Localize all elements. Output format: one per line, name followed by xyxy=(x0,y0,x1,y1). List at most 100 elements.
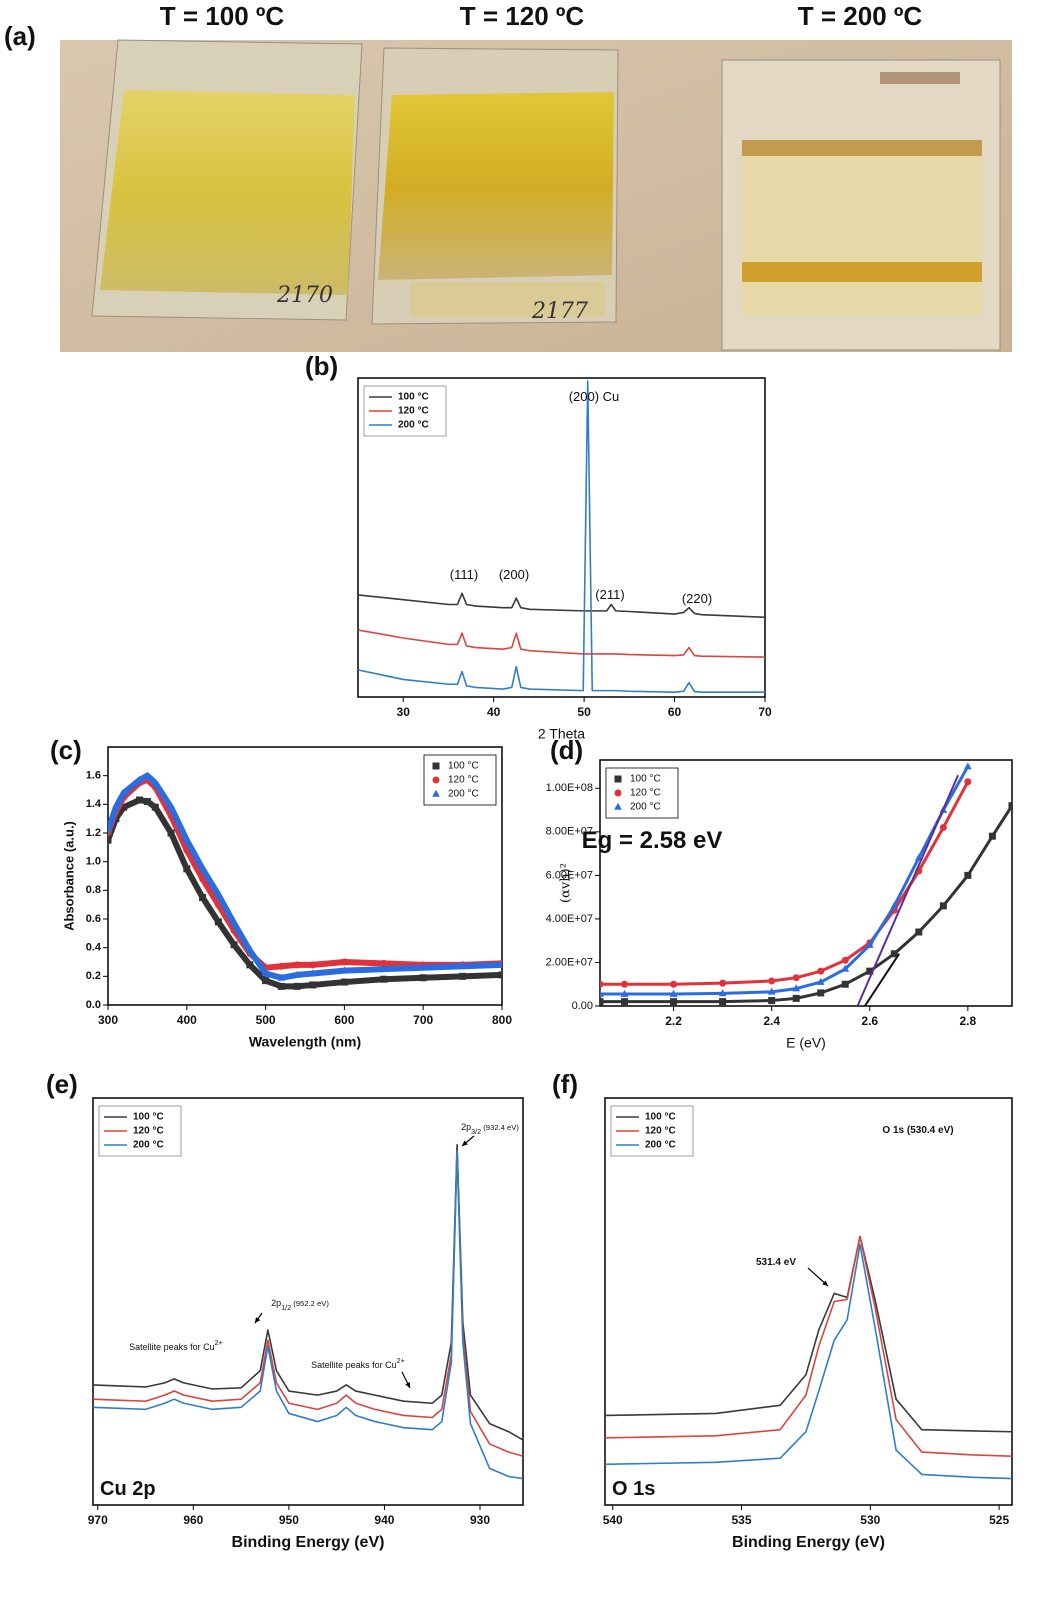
data-point xyxy=(419,963,428,971)
panel-label: (e) xyxy=(46,1069,78,1099)
data-point xyxy=(939,902,947,910)
plot-area xyxy=(93,1144,523,1480)
panel-label: (c) xyxy=(50,735,82,765)
x-axis-label: 2 Theta xyxy=(538,726,585,742)
annotation-text: (211) xyxy=(595,587,624,602)
data-point xyxy=(669,989,678,997)
data-point xyxy=(792,994,800,1002)
annotation-text: (932.4 eV) xyxy=(481,1123,519,1132)
data-point xyxy=(143,797,151,805)
data-point xyxy=(143,771,152,779)
data-point xyxy=(108,825,112,833)
data-point xyxy=(890,950,898,958)
data-point xyxy=(964,778,972,786)
annotation: (200) xyxy=(499,567,529,582)
data-point xyxy=(214,890,223,898)
plot-area xyxy=(358,380,765,694)
data-point xyxy=(890,901,899,909)
chart-panel: (e) 970 960 950 940 930 Binding Energy (eV) 100… xyxy=(46,1069,524,1551)
data-point xyxy=(309,969,317,977)
annotation-text: O 1s xyxy=(612,1478,655,1500)
series-line xyxy=(605,1235,1012,1433)
data-point xyxy=(792,984,801,992)
annotation: (200) Cu xyxy=(569,389,620,404)
x-tick-label: 40 xyxy=(487,705,501,719)
annotation-text: (220) xyxy=(682,591,712,606)
annotation-text: Cu 2p xyxy=(100,1478,156,1500)
annotation-superscript: 2+ xyxy=(397,1356,405,1365)
chart-panel: (b) 30 40 50 60 70 2 Theta 100 °C 120 °C 200 °C (1… xyxy=(305,351,772,742)
handwriting: 2177 xyxy=(531,299,588,324)
data-point xyxy=(600,989,604,997)
y-tick-label: 0.2 xyxy=(86,970,101,982)
annotation-text: (111) xyxy=(450,567,478,582)
data-point xyxy=(621,980,629,988)
data-point xyxy=(245,946,254,954)
data-point xyxy=(718,989,727,997)
legend-label: 120 °C xyxy=(645,1126,676,1137)
x-axis-label: Binding Energy (eV) xyxy=(732,1534,885,1551)
annotation-text: 2p xyxy=(271,1298,281,1308)
x-tick-label: 400 xyxy=(177,1013,197,1027)
fit-line xyxy=(856,774,959,1006)
legend-label: 200 °C xyxy=(645,1140,676,1151)
data-point xyxy=(198,864,207,872)
x-tick-label: 960 xyxy=(183,1513,203,1527)
data-point xyxy=(915,928,923,936)
annotation-text: (200) xyxy=(499,567,529,582)
annotation: (111) xyxy=(450,567,478,582)
data-point xyxy=(183,865,191,873)
x-tick-label: 70 xyxy=(758,705,772,719)
x-axis-label: E (eV) xyxy=(786,1035,826,1051)
data-point xyxy=(261,969,270,977)
photo-label: T = 200 ºC xyxy=(798,1,923,31)
y-axis-label: Absorbance (a.u.) xyxy=(61,821,76,931)
annotation-superscript: 2+ xyxy=(215,1338,223,1347)
x-tick-label: 2.2 xyxy=(665,1014,682,1028)
arrow-head xyxy=(822,1280,828,1286)
y-tick-label: 1.4 xyxy=(86,798,102,810)
photo-label: T = 100 ºC xyxy=(160,1,285,31)
legend-marker xyxy=(432,789,440,797)
annotation-text: Satellite peaks for Cu xyxy=(311,1360,397,1370)
data-point xyxy=(719,998,727,1006)
annotation-text: (952.2 eV) xyxy=(291,1299,329,1308)
film xyxy=(742,140,982,315)
legend-marker xyxy=(432,762,440,770)
data-point xyxy=(293,961,301,969)
fit-line xyxy=(864,953,901,1006)
data-point xyxy=(167,829,175,837)
panel-label: (f) xyxy=(552,1069,578,1099)
data-point xyxy=(277,973,286,981)
y-tick-label: 0.8 xyxy=(86,884,101,896)
data-point xyxy=(379,964,388,972)
x-tick-label: 930 xyxy=(470,1513,490,1527)
series-line xyxy=(93,1150,523,1480)
plot-area xyxy=(108,771,502,990)
data-point xyxy=(816,977,825,985)
x-tick-label: 700 xyxy=(413,1013,433,1027)
photo-panel: (a) T = 100 ºC T = 120 ºC T = 200 ºC 217… xyxy=(4,1,1012,352)
data-point xyxy=(670,980,678,988)
y-tick-label: 0.6 xyxy=(86,913,101,925)
annotation-text: 2p xyxy=(461,1122,471,1132)
film-edge xyxy=(742,140,982,156)
data-point xyxy=(841,956,849,964)
arrow-head xyxy=(255,1317,261,1323)
data-point xyxy=(340,966,349,974)
legend-label: 120 °C xyxy=(448,775,479,786)
axes-frame xyxy=(604,1097,1013,1506)
data-point xyxy=(498,960,502,968)
x-tick-label: 50 xyxy=(577,705,591,719)
x-tick-label: 60 xyxy=(668,705,682,719)
data-point xyxy=(293,970,301,978)
x-tick-label: 535 xyxy=(732,1513,752,1527)
series-line xyxy=(108,776,502,971)
x-tick-label: 800 xyxy=(492,1013,512,1027)
data-point xyxy=(277,982,285,990)
legend-label: 120 °C xyxy=(630,788,661,799)
x-tick-label: 940 xyxy=(374,1513,394,1527)
data-point xyxy=(841,964,850,972)
data-point xyxy=(817,989,825,997)
panel-label: (a) xyxy=(4,21,36,51)
